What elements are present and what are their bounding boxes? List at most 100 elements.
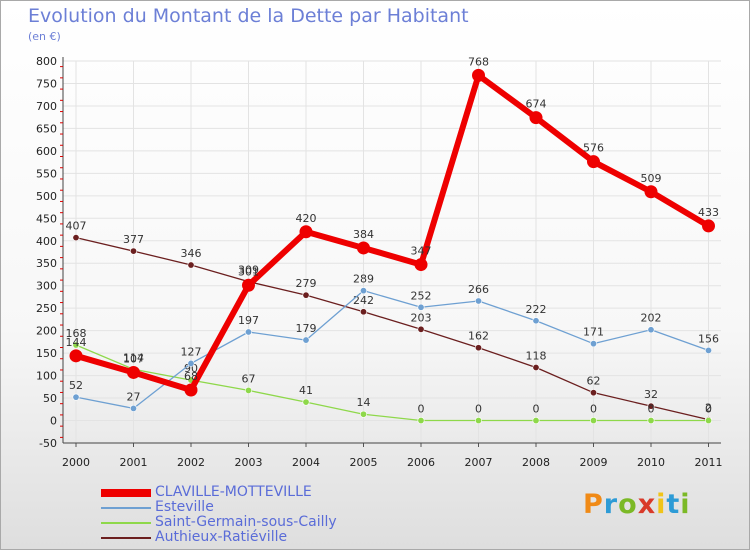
logo-letter: t [666,489,681,520]
logo-letter: r [603,489,619,520]
x-tick-label: 2000 [62,456,90,469]
y-tick-label: 300 [36,280,57,293]
data-label: 107 [123,352,144,365]
data-point [245,328,253,336]
legend-label: CLAVILLE-MOTTEVILLE [155,484,312,500]
data-label: 2 [705,402,712,415]
legend-label: Authieux-Ratiéville [155,529,288,545]
data-label: 0 [475,403,482,416]
data-label: 279 [296,277,317,290]
proxiti-logo: Proxiti [583,489,691,520]
data-label: 68 [184,370,198,383]
data-label: 289 [353,273,374,286]
data-point [69,349,83,363]
logo-letter: P [583,489,604,520]
data-point [359,287,367,295]
data-label: 202 [641,312,662,325]
data-point [127,365,140,379]
series-line [75,344,710,422]
data-label: 301 [238,265,259,278]
y-tick-label: 150 [36,347,57,360]
y-tick-label: 750 [36,77,57,90]
legend-label: Esteville [155,499,214,515]
data-label: 674 [526,98,547,111]
data-point [242,278,255,292]
data-label: 203 [411,311,432,324]
data-label: 127 [181,345,202,358]
data-label: 509 [641,172,662,185]
data-label: 377 [123,233,144,246]
legend-item: Saint-Germain-sous-Cailly [101,515,431,530]
x-tick-label: 2008 [522,456,550,469]
data-point [130,247,138,255]
data-label: 309 [238,264,259,277]
data-label: 197 [238,314,259,327]
data-point [299,225,313,239]
data-label: 156 [698,332,719,345]
data-point [414,258,428,272]
data-point [532,417,540,425]
x-tick-label: 2002 [177,456,205,469]
y-tick-label: 600 [36,145,57,158]
data-point [245,386,253,394]
data-label: 0 [705,403,712,416]
data-point [702,219,715,233]
data-label: 0 [590,403,597,416]
y-tick-label: 100 [36,370,57,383]
y-tick-label: 700 [36,100,57,113]
data-point [647,326,655,334]
y-tick-label: 50 [43,392,57,405]
data-point [187,359,195,367]
data-label: 0 [418,403,425,416]
x-tick-label: 2009 [580,456,608,469]
x-tick-label: 2007 [465,456,493,469]
chart-unit: (en €) [28,30,61,43]
data-label: 768 [468,55,489,68]
data-point [474,344,482,352]
legend-swatch [101,489,151,497]
data-label: 433 [698,206,719,219]
data-label: 179 [296,322,317,335]
data-point [647,417,655,425]
data-point [302,291,310,299]
data-point [589,417,597,425]
y-tick-label: 450 [36,212,57,225]
data-label: 242 [353,294,374,307]
y-tick-label: 0 [50,415,57,428]
data-point [474,297,482,305]
series-line [73,72,712,393]
data-point [72,393,80,401]
y-tick-label: 550 [36,167,57,180]
data-label: 168 [66,327,87,340]
data-label: 162 [468,330,489,343]
x-tick-label: 2011 [695,456,723,469]
y-tick-label: 250 [36,302,57,315]
data-point [302,398,310,406]
data-point [647,402,655,410]
data-point [704,417,712,425]
data-point [417,303,425,311]
data-point [417,417,425,425]
data-label: 114 [123,351,144,364]
data-label: 346 [181,247,202,260]
y-tick-label: 200 [36,325,57,338]
data-label: 347 [411,245,432,258]
data-label: 266 [468,283,489,296]
x-tick-label: 2010 [637,456,665,469]
data-point [587,155,600,169]
data-label: 576 [583,142,604,155]
y-tick-label: -50 [39,437,57,450]
data-label: 0 [648,403,655,416]
legend-label: Saint-Germain-sous-Cailly [155,514,337,530]
data-point [589,389,597,397]
y-tick-label: 800 [36,55,57,68]
legend-item: CLAVILLE-MOTTEVILLE [101,485,431,500]
data-point [529,111,543,125]
data-label: 252 [411,289,432,302]
data-point [130,404,138,412]
data-point [302,336,310,344]
data-point [72,341,80,349]
data-point [589,340,597,348]
data-label: 27 [127,390,141,403]
x-tick-label: 2003 [235,456,263,469]
